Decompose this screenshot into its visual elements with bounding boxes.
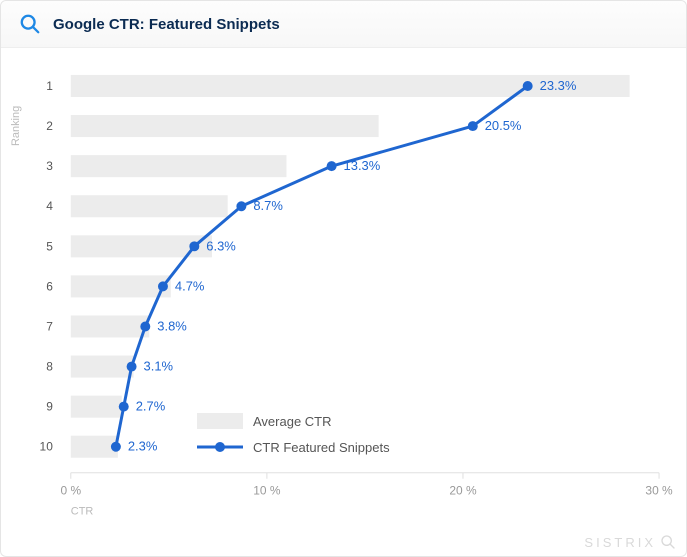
svg-text:7: 7	[46, 319, 53, 333]
watermark-search-icon	[660, 534, 676, 550]
chart-title: Google CTR: Featured Snippets	[53, 16, 280, 33]
svg-text:5: 5	[46, 239, 53, 253]
legend-avg-label: Average CTR	[253, 414, 332, 429]
svg-text:4: 4	[46, 199, 53, 213]
svg-text:3: 3	[46, 159, 53, 173]
legend-avg-swatch	[197, 413, 243, 429]
svg-text:3.8%: 3.8%	[157, 318, 187, 333]
card-header: Google CTR: Featured Snippets	[1, 1, 686, 48]
svg-text:3.1%: 3.1%	[144, 359, 174, 374]
svg-text:2: 2	[46, 119, 53, 133]
svg-text:10: 10	[40, 440, 54, 454]
svg-text:2.3%: 2.3%	[128, 439, 158, 454]
chart-area: 0 % 10 % 20 % 30 % 1 2 3 4 5 6 7 8 9 10 Ranking CTR 23.3…	[1, 48, 686, 556]
svg-text:8.7%: 8.7%	[253, 198, 283, 213]
chart-card: Google CTR: Featured Snippets 0 % 10 % 20 …	[0, 0, 687, 557]
svg-text:9: 9	[46, 400, 53, 414]
watermark-text: SISTRIX	[584, 535, 656, 550]
watermark: SISTRIX	[584, 534, 676, 550]
legend: Average CTR CTR Featured Snippets	[197, 408, 390, 460]
svg-text:4.7%: 4.7%	[175, 278, 205, 293]
svg-text:23.3%: 23.3%	[540, 78, 577, 93]
chart-svg: 0 % 10 % 20 % 30 % 1 2 3 4 5 6 7 8 9 10 Ranking CTR 23.3…	[1, 48, 686, 552]
svg-text:30 %: 30 %	[645, 484, 673, 498]
search-icon	[19, 13, 41, 35]
svg-text:1: 1	[46, 79, 53, 93]
svg-text:13.3%: 13.3%	[344, 158, 381, 173]
svg-text:Ranking: Ranking	[10, 106, 22, 146]
svg-text:2.7%: 2.7%	[136, 399, 166, 414]
svg-text:10 %: 10 %	[253, 484, 281, 498]
svg-text:0 %: 0 %	[60, 484, 81, 498]
legend-line-label: CTR Featured Snippets	[253, 440, 390, 455]
svg-text:20 %: 20 %	[449, 484, 477, 498]
svg-text:20.5%: 20.5%	[485, 118, 522, 133]
svg-text:6.3%: 6.3%	[206, 238, 236, 253]
legend-avg: Average CTR	[197, 408, 390, 434]
svg-text:8: 8	[46, 360, 53, 374]
legend-line-swatch	[197, 439, 243, 455]
svg-text:CTR: CTR	[71, 506, 94, 518]
svg-text:6: 6	[46, 279, 53, 293]
legend-line: CTR Featured Snippets	[197, 434, 390, 460]
